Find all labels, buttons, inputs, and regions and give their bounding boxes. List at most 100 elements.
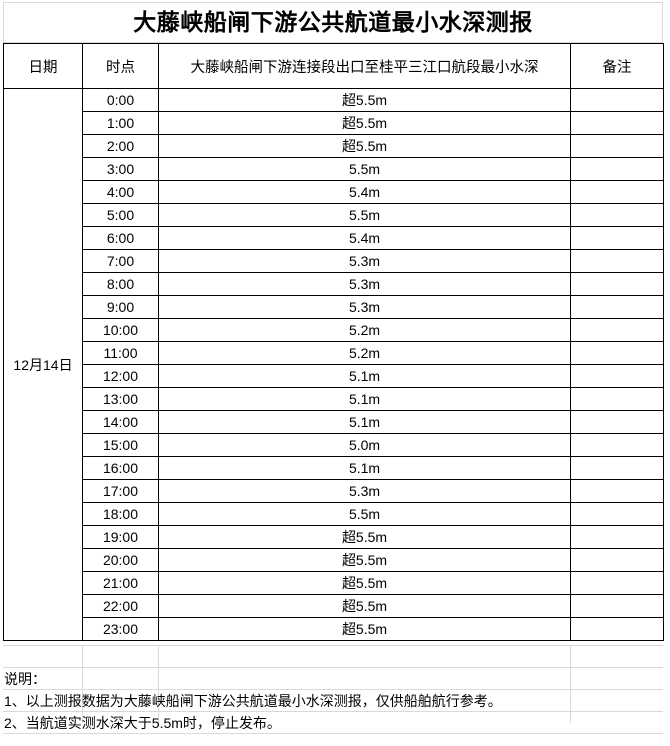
cell-depth: 5.1m xyxy=(158,456,571,480)
report-title-row: 大藤峡船闸下游公共航道最小水深测报 xyxy=(3,2,663,43)
cell-remark xyxy=(570,272,664,296)
column-header-remark: 备注 xyxy=(570,43,664,89)
cell-time: 0:00 xyxy=(82,88,159,112)
table-row: 8:00 5.3m xyxy=(4,272,664,296)
cell-depth: 超5.5m xyxy=(158,134,571,158)
cell-time: 9:00 xyxy=(82,295,159,319)
table-row: 17:00 5.3m xyxy=(4,479,664,503)
table-row: 9:00 5.3m xyxy=(4,295,664,319)
cell-time: 15:00 xyxy=(82,433,159,457)
cell-remark xyxy=(570,318,664,342)
column-header-depth: 大藤峡船闸下游连接段出口至桂平三江口航段最小水深 xyxy=(158,43,571,89)
cell-depth: 5.2m xyxy=(158,318,571,342)
cell-remark xyxy=(570,364,664,388)
cell-depth: 5.4m xyxy=(158,226,571,250)
cell-time: 22:00 xyxy=(82,594,159,618)
cell-remark xyxy=(570,456,664,480)
gridline-vertical xyxy=(158,645,159,723)
table-row: 11:00 5.2m xyxy=(4,341,664,365)
cell-depth: 5.5m xyxy=(158,502,571,526)
table-body: 12月14日 0:00 超5.5m 1:00 超5.5m 2:00 超5.5m 3:00 5.5… xyxy=(3,88,664,641)
table-row: 2:00 超5.5m xyxy=(4,134,664,158)
table-row: 3:00 5.5m xyxy=(4,157,664,181)
table-row: 5:00 5.5m xyxy=(4,203,664,227)
footer-notes: 说明： 1、以上测报数据为大藤峡船闸下游公共航道最小水深测报，仅供船舶航行参考。… xyxy=(3,645,663,744)
cell-time: 8:00 xyxy=(82,272,159,296)
table-row: 15:00 5.0m xyxy=(4,433,664,457)
cell-remark xyxy=(570,387,664,411)
cell-time: 7:00 xyxy=(82,249,159,273)
cell-remark xyxy=(570,479,664,503)
table-row: 12:00 5.1m xyxy=(4,364,664,388)
cell-remark xyxy=(570,594,664,618)
note-item-1: 1、以上测报数据为大藤峡船闸下游公共航道最小水深测报，仅供船舶航行参考。 xyxy=(4,693,502,709)
gridline-horizontal xyxy=(3,667,663,668)
cell-depth: 5.5m xyxy=(158,157,571,181)
cell-remark xyxy=(570,226,664,250)
cell-time: 16:00 xyxy=(82,456,159,480)
column-header-date: 日期 xyxy=(3,43,83,89)
cell-time: 1:00 xyxy=(82,111,159,135)
cell-remark xyxy=(570,502,664,526)
cell-depth: 5.1m xyxy=(158,364,571,388)
water-depth-table: 日期 时点 大藤峡船闸下游连接段出口至桂平三江口航段最小水深 备注 12月14日… xyxy=(3,43,664,641)
table-row: 14:00 5.1m xyxy=(4,410,664,434)
cell-depth: 5.0m xyxy=(158,433,571,457)
cell-depth: 5.3m xyxy=(158,295,571,319)
cell-remark xyxy=(570,157,664,181)
cell-depth: 5.3m xyxy=(158,479,571,503)
notes-label: 说明： xyxy=(4,671,46,687)
table-row: 12月14日 0:00 超5.5m xyxy=(3,88,664,641)
table-row: 21:00 超5.5m xyxy=(4,571,664,595)
cell-time: 21:00 xyxy=(82,571,159,595)
cell-time: 2:00 xyxy=(82,134,159,158)
table-header-row: 日期 时点 大藤峡船闸下游连接段出口至桂平三江口航段最小水深 备注 xyxy=(3,43,664,89)
cell-depth: 5.3m xyxy=(158,249,571,273)
cell-remark xyxy=(570,111,664,135)
cell-depth: 超5.5m xyxy=(158,525,571,549)
cell-time: 10:00 xyxy=(82,318,159,342)
cell-depth: 超5.5m xyxy=(158,548,571,572)
table-header: 日期 时点 大藤峡船闸下游连接段出口至桂平三江口航段最小水深 备注 xyxy=(3,43,664,89)
gridline-vertical xyxy=(82,645,83,723)
cell-remark xyxy=(570,203,664,227)
cell-time: 5:00 xyxy=(82,203,159,227)
table-row: 13:00 5.1m xyxy=(4,387,664,411)
cell-date: 12月14日 xyxy=(3,88,83,641)
cell-depth: 5.2m xyxy=(158,341,571,365)
cell-depth: 5.1m xyxy=(158,410,571,434)
cell-time: 19:00 xyxy=(82,525,159,549)
cell-remark xyxy=(570,571,664,595)
table-row: 4:00 5.4m xyxy=(4,180,664,204)
cell-remark xyxy=(570,134,664,158)
gridline-horizontal xyxy=(3,645,663,646)
table-row: 1:00 超5.5m xyxy=(4,111,664,135)
cell-remark xyxy=(570,88,664,112)
table-row: 6:00 5.4m xyxy=(4,226,664,250)
cell-depth: 5.3m xyxy=(158,272,571,296)
gridline-horizontal xyxy=(3,689,663,690)
cell-remark xyxy=(570,180,664,204)
table-row: 22:00 超5.5m xyxy=(4,594,664,618)
cell-remark xyxy=(570,295,664,319)
table-row: 16:00 5.1m xyxy=(4,456,664,480)
cell-time: 20:00 xyxy=(82,548,159,572)
cell-depth: 5.5m xyxy=(158,203,571,227)
table-row: 23:00 超5.5m xyxy=(4,617,664,641)
cell-time: 18:00 xyxy=(82,502,159,526)
cell-depth: 超5.5m xyxy=(158,571,571,595)
gridline-horizontal xyxy=(3,711,663,712)
cell-time: 3:00 xyxy=(82,157,159,181)
table-row: 20:00 超5.5m xyxy=(4,548,664,572)
gridline-vertical xyxy=(570,645,571,723)
cell-remark xyxy=(570,410,664,434)
cell-depth: 超5.5m xyxy=(158,88,571,112)
cell-time: 14:00 xyxy=(82,410,159,434)
cell-time: 17:00 xyxy=(82,479,159,503)
table-row: 18:00 5.5m xyxy=(4,502,664,526)
page-title: 大藤峡船闸下游公共航道最小水深测报 xyxy=(133,9,533,35)
cell-time: 23:00 xyxy=(82,617,159,641)
cell-remark xyxy=(570,433,664,457)
cell-time: 11:00 xyxy=(82,341,159,365)
table-row: 7:00 5.3m xyxy=(4,249,664,273)
